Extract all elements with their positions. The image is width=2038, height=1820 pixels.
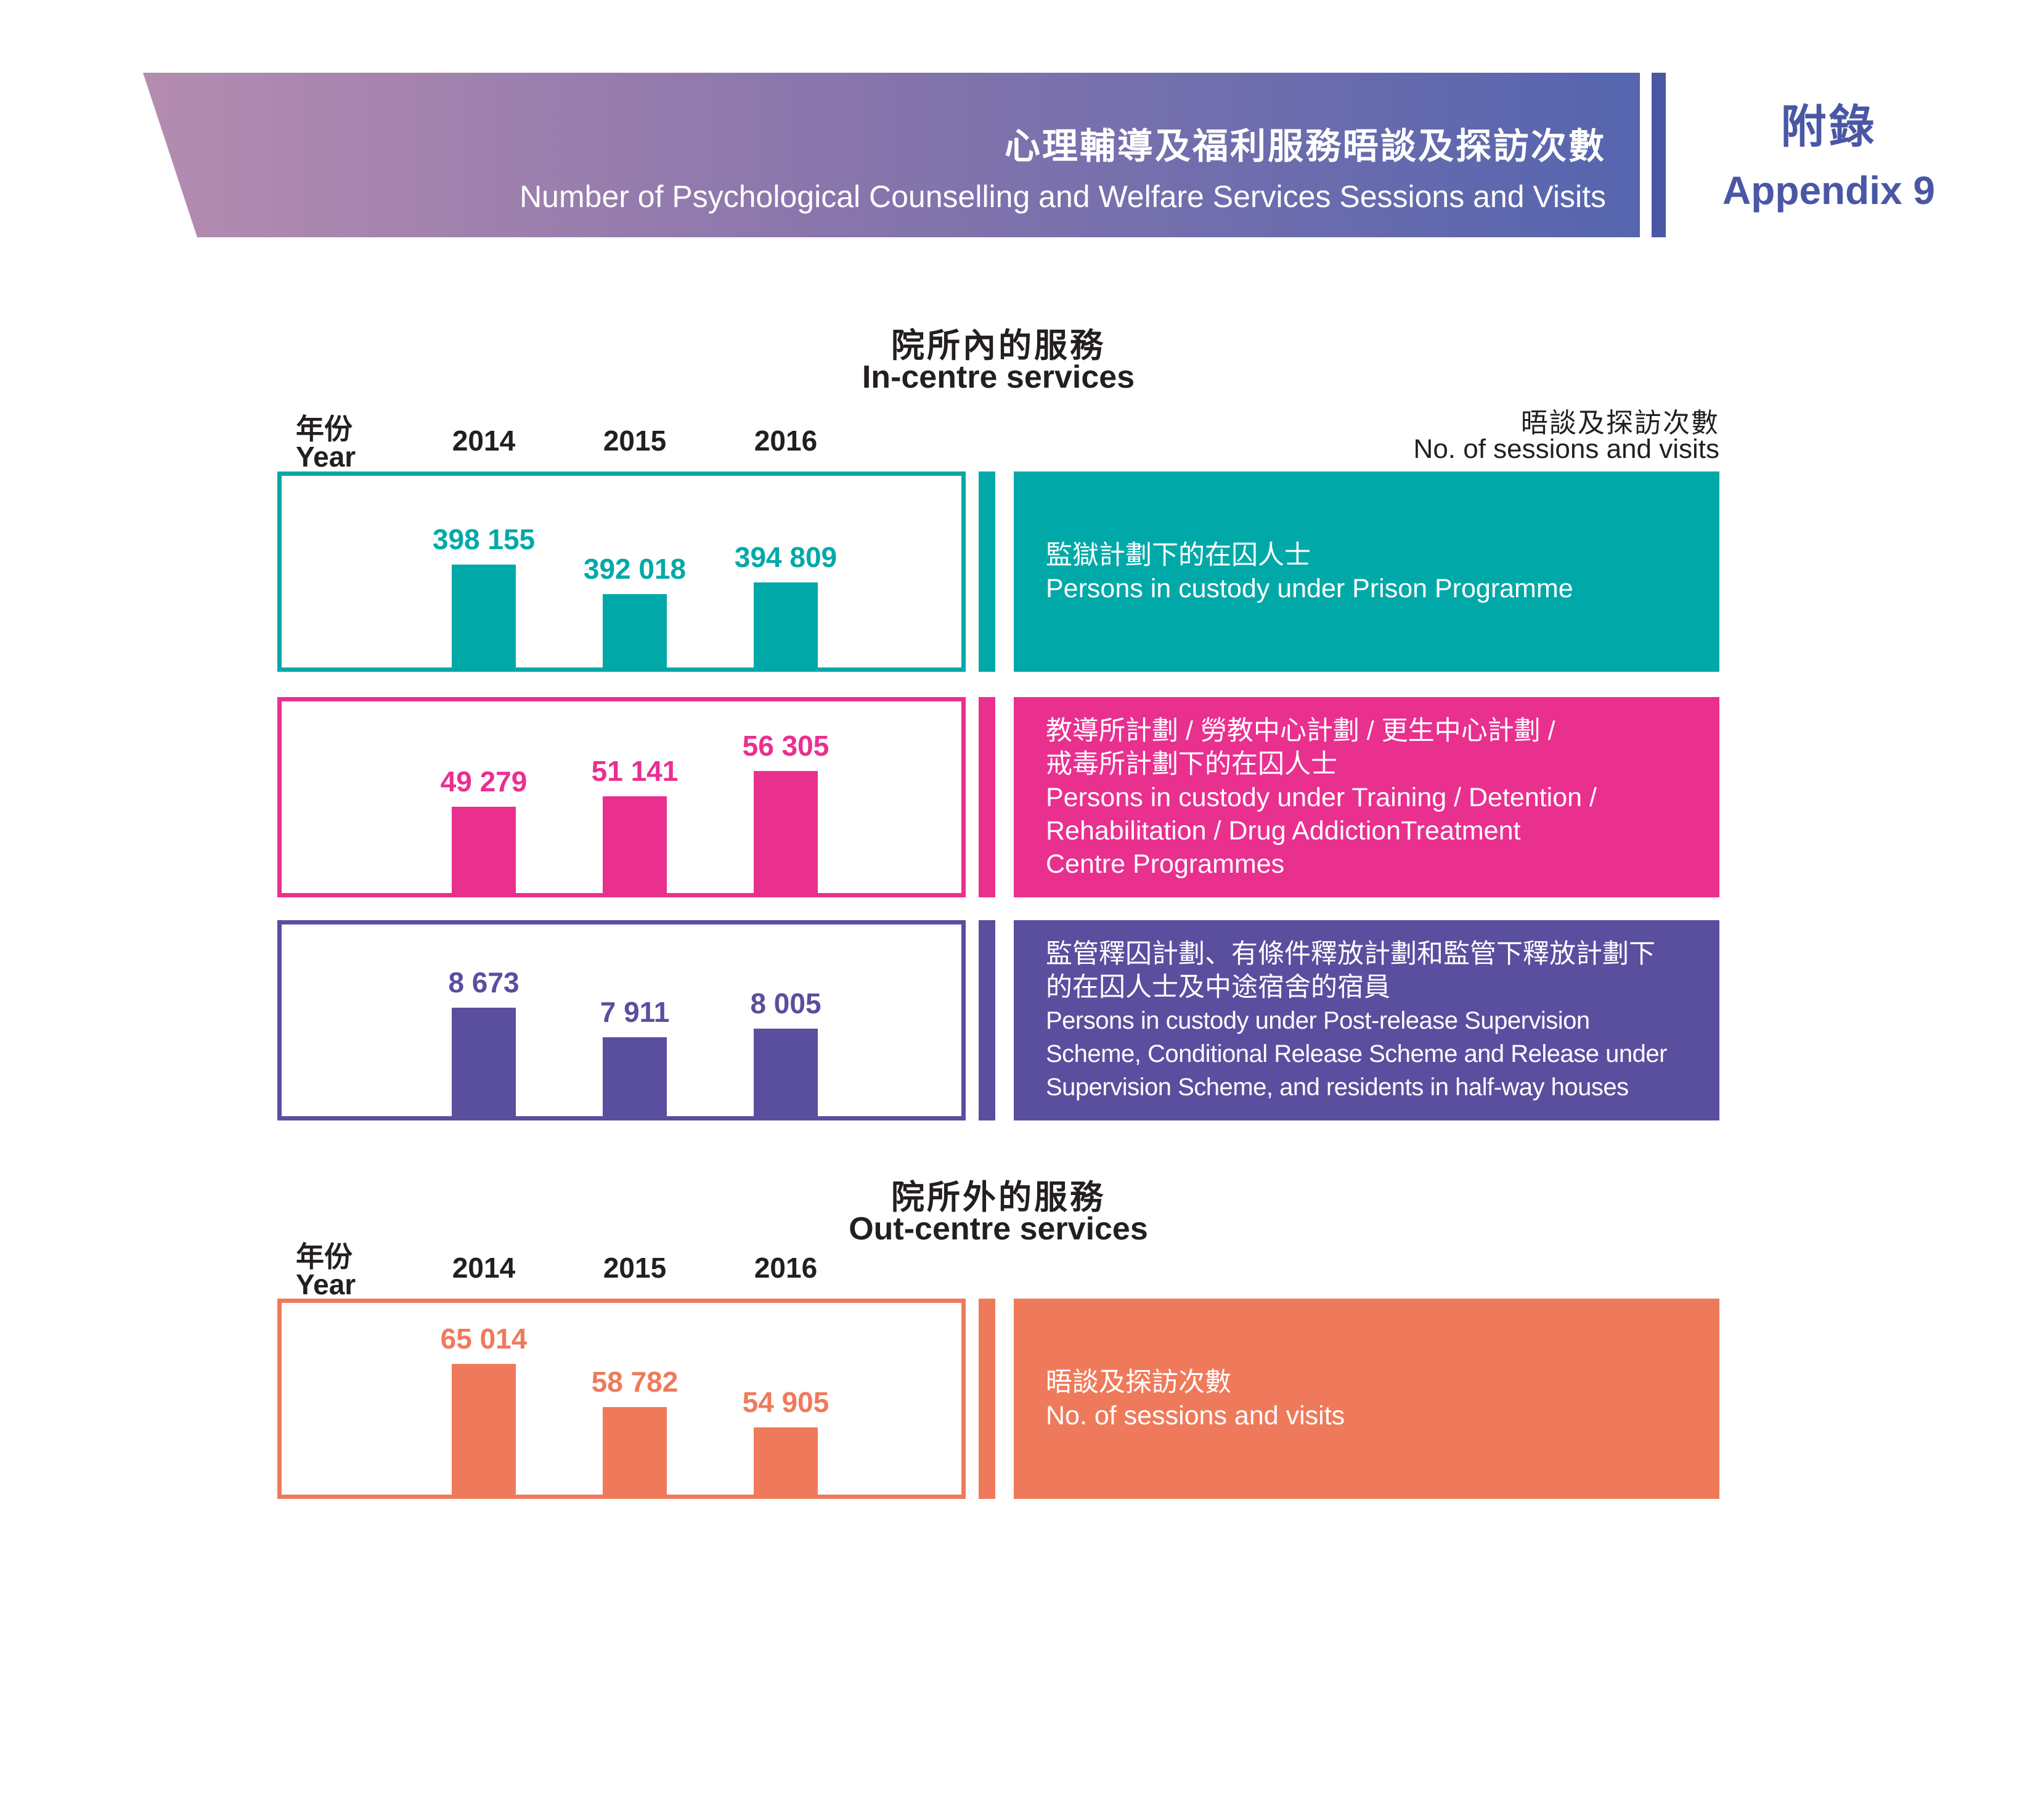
bar-group-2015: 58 782: [592, 1303, 678, 1495]
chart-row-prison-programme: 398 155 392 018 394 809 監獄計劃下的在囚人士 Perso…: [0, 471, 2038, 672]
series-label-line: 教導所計劃 / 勞教中心計劃 / 更生中心計劃 /: [1046, 716, 1555, 746]
series-label-line: 的在囚人士及中途宿舍的宿員: [1046, 972, 1390, 1002]
series-label-out-centre: 晤談及探訪次數 No. of sessions and visits: [1014, 1299, 1719, 1499]
series-label-line: Rehabilitation / Drug AddictionTreatment: [1046, 815, 1521, 846]
bar-value-label: 398 155: [432, 523, 536, 555]
bar-chart-out-centre: 65 014 58 782 54 905: [277, 1299, 966, 1499]
bar-chart-prison-programme: 398 155 392 018 394 809: [277, 471, 966, 672]
series-label-training-detention: 教導所計劃 / 勞教中心計劃 / 更生中心計劃 / 戒毒所計劃下的在囚人士 Pe…: [1014, 697, 1719, 897]
bar: [603, 1037, 667, 1116]
bar: [754, 582, 818, 667]
bar-chart-post-release: 8 673 7 911 8 005: [277, 920, 966, 1120]
bar-value-label: 51 141: [591, 755, 679, 787]
bar-group-2016: 394 809: [735, 476, 837, 667]
bar: [603, 796, 667, 893]
bar: [452, 565, 516, 667]
year-tick-2015: 2015: [603, 1252, 667, 1284]
bar: [754, 1029, 818, 1116]
bar-value-label: 8 005: [750, 987, 821, 1019]
appendix-label-zh: 附錄: [1780, 101, 1877, 152]
appendix-divider-bar: [1652, 73, 1666, 237]
year-axis-label-zh: 年份: [296, 413, 353, 445]
axis-note-en: No. of sessions and visits: [1413, 434, 1719, 464]
color-strip: [979, 920, 995, 1120]
section-title-out-centre-zh: 院所外的服務: [891, 1179, 1106, 1216]
bar-group-2014: 49 279: [441, 701, 527, 893]
bar: [452, 1364, 516, 1495]
header-banner: 心理輔導及福利服務晤談及探訪次數 Number of Psychological…: [143, 73, 1640, 237]
series-label-line: 監獄計劃下的在囚人士: [1046, 540, 1311, 570]
series-label-line: 監管釋囚計劃、有條件釋放計劃和監管下釋放計劃下: [1046, 939, 1655, 969]
bar: [452, 807, 516, 893]
year-tick-2014: 2014: [452, 1252, 516, 1284]
bar: [452, 1008, 516, 1116]
series-label-line: 晤談及探訪次數: [1046, 1367, 1231, 1397]
bar-value-label: 7 911: [600, 996, 670, 1028]
bar-group-2016: 8 005: [750, 924, 821, 1116]
bar-group-2015: 392 018: [584, 476, 686, 667]
year-axis-label-en: Year: [296, 1268, 356, 1300]
section-title-out-centre-en: Out-centre services: [849, 1211, 1148, 1247]
section-title-in-centre-en: In-centre services: [862, 359, 1135, 395]
chart-row-training-detention: 49 279 51 141 56 305 教導所計劃 / 勞教中心計劃 / 更生…: [0, 697, 2038, 897]
axis-note-zh: 晤談及探訪次數: [1521, 408, 1719, 438]
bar-group-2015: 7 911: [600, 924, 669, 1116]
bar: [603, 594, 667, 667]
year-tick-2014: 2014: [452, 425, 516, 457]
bar: [754, 1427, 818, 1495]
series-label-post-release: 監管釋囚計劃、有條件釋放計劃和監管下釋放計劃下 的在囚人士及中途宿舍的宿員 Pe…: [1014, 920, 1719, 1120]
series-label-line: No. of sessions and visits: [1046, 1400, 1345, 1430]
series-label-prison-programme: 監獄計劃下的在囚人士 Persons in custody under Pris…: [1014, 471, 1719, 672]
appendix-label-en: Appendix 9: [1722, 168, 1935, 213]
page-title-en: Number of Psychological Counselling and …: [520, 179, 1606, 214]
bar-group-2016: 56 305: [743, 701, 829, 893]
bar-group-2015: 51 141: [592, 701, 678, 893]
chart-row-post-release: 8 673 7 911 8 005 監管釋囚計劃、有條件釋放計劃和監管下釋放計劃…: [0, 920, 2038, 1120]
bar: [603, 1407, 667, 1495]
year-tick-2016: 2016: [754, 1252, 818, 1284]
chart-row-out-centre: 65 014 58 782 54 905 晤談及探訪次數 No. of sess…: [0, 1299, 2038, 1499]
bar-value-label: 58 782: [591, 1366, 679, 1398]
color-strip: [979, 471, 995, 672]
color-strip: [979, 1299, 995, 1499]
series-label-line: Supervision Scheme, and residents in hal…: [1046, 1073, 1629, 1101]
bar-group-2014: 65 014: [441, 1303, 527, 1495]
page-title-zh: 心理輔導及福利服務晤談及探訪次數: [1004, 126, 1606, 166]
bar-value-label: 56 305: [742, 730, 829, 762]
series-label-line: Scheme, Conditional Release Scheme and R…: [1046, 1040, 1667, 1067]
series-label-line: Persons in custody under Prison Programm…: [1046, 573, 1573, 603]
bar-value-label: 54 905: [742, 1386, 829, 1418]
bar-group-2014: 398 155: [433, 476, 535, 667]
section-title-in-centre-zh: 院所內的服務: [891, 327, 1106, 364]
series-label-line: Persons in custody under Training / Dete…: [1046, 782, 1597, 812]
bar-chart-training-detention: 49 279 51 141 56 305: [277, 697, 966, 897]
series-label-line: Centre Programmes: [1046, 849, 1285, 879]
bar-group-2014: 8 673: [448, 924, 520, 1116]
bar-group-2016: 54 905: [743, 1303, 829, 1495]
bar-value-label: 8 673: [448, 966, 520, 998]
color-strip: [979, 697, 995, 897]
series-label-line: 戒毒所計劃下的在囚人士: [1046, 749, 1337, 779]
bar-value-label: 392 018: [583, 553, 687, 585]
year-tick-2015: 2015: [603, 425, 667, 457]
bar-value-label: 65 014: [440, 1323, 528, 1355]
bar-value-label: 394 809: [734, 541, 838, 573]
series-label-line: Persons in custody under Post-release Su…: [1046, 1006, 1590, 1034]
year-tick-2016: 2016: [754, 425, 818, 457]
year-axis-label-zh: 年份: [296, 1241, 353, 1273]
bar-value-label: 49 279: [440, 765, 528, 798]
year-axis-label-en: Year: [296, 441, 356, 473]
bar: [754, 771, 818, 893]
